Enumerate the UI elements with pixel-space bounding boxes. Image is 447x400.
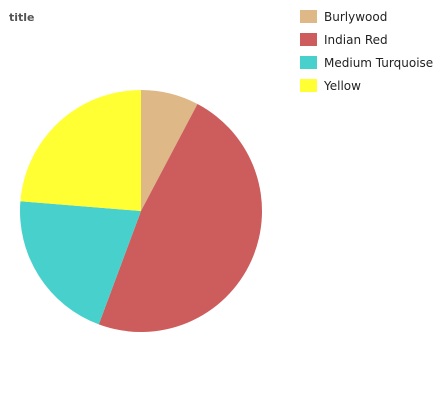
pie-slice-burlywood [141, 90, 198, 211]
legend-label-burlywood: Burlywood [324, 10, 387, 24]
legend-label-medium-turquoise: Medium Turquoise [324, 56, 433, 70]
chart-title: title [9, 11, 35, 24]
legend: Burlywood Indian Red Medium Turquoise Yello… [300, 10, 433, 93]
legend-swatch-burlywood [300, 10, 317, 23]
legend-label-yellow: Yellow [323, 79, 361, 93]
pie-slice-yellow [20, 90, 141, 211]
pie-slices [20, 90, 262, 332]
legend-swatch-medium-turquoise [300, 56, 317, 69]
pie-slice-medium-turquoise [20, 201, 141, 325]
legend-label-indian-red: Indian Red [324, 33, 388, 47]
legend-swatch-indian-red [300, 33, 317, 46]
pie-slice-indian-red [98, 104, 262, 332]
legend-swatch-yellow [300, 79, 317, 92]
